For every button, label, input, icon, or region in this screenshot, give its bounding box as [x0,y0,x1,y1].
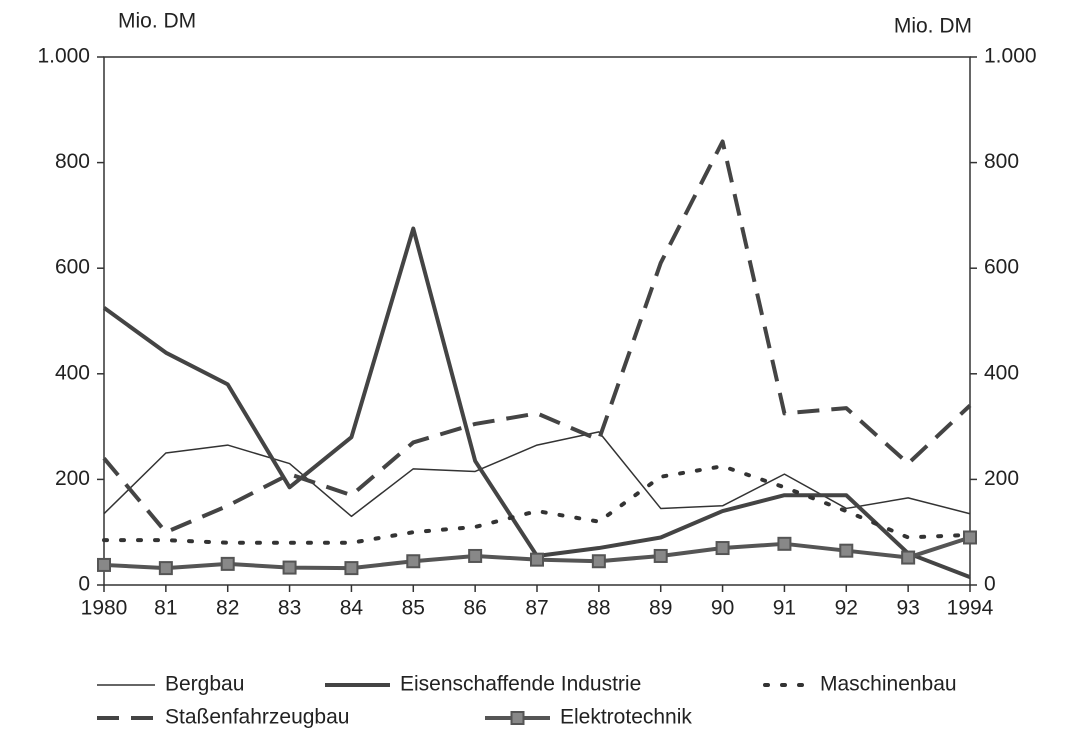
legend-label: Bergbau [165,673,244,696]
point-marker [715,541,730,556]
y2-tick-label: 600 [984,256,1019,279]
y-axis-label: Mio. DM [118,10,196,33]
x-tick-label: 82 [216,597,239,620]
series-line [102,226,971,579]
legend-label: Eisenschaffende Industrie [400,673,641,696]
y2-tick-label: 800 [984,150,1019,173]
point-marker [530,552,544,567]
x-tick-label: 81 [154,597,177,620]
x-tick-label: 90 [711,597,734,620]
x-tick-label: 86 [463,597,486,620]
point-marker [220,556,235,571]
legend-marker [510,711,525,725]
legend-label: Maschinenbau [820,673,957,696]
point-marker [901,550,916,565]
point-marker [839,543,854,558]
legend-label: Elektrotechnik [560,706,692,729]
y2-axis-label: Mio. DM [894,15,972,38]
series-line [102,464,972,545]
x-tick-label: 89 [649,597,672,620]
y2-tick-label: 400 [984,361,1019,384]
y-tick-label: 200 [55,467,90,490]
y-tick-label: 0 [78,573,90,596]
x-tick-label: 84 [340,597,364,620]
y-tick-label: 1.000 [37,45,90,68]
y2-tick-label: 200 [984,467,1019,490]
x-tick-label: 85 [402,597,425,620]
point-marker [282,560,297,575]
point-marker [344,561,359,576]
point-marker [158,561,173,576]
y-tick-label: 600 [55,256,90,279]
point-marker [468,548,483,563]
x-tick-label: 83 [278,597,301,620]
y2-tick-label: 1.000 [984,45,1037,68]
y2-tick-label: 0 [984,573,996,596]
point-marker [777,536,792,551]
legend-label: Staßenfahrzeugbau [165,706,349,729]
y-tick-label: 800 [55,150,90,173]
x-tick-label: 92 [835,597,858,620]
point-marker [97,557,111,572]
y-tick-label: 400 [55,361,90,384]
point-marker [406,554,421,569]
x-tick-label: 1994 [947,597,994,620]
point-marker [591,554,606,569]
point-marker [963,530,977,545]
x-tick-label: 88 [587,597,610,620]
x-tick-label: 91 [773,597,796,620]
x-tick-label: 1980 [81,597,128,620]
point-marker [653,548,668,563]
series-line [102,139,972,535]
x-tick-label: 93 [896,597,919,620]
x-tick-label: 87 [525,597,548,620]
